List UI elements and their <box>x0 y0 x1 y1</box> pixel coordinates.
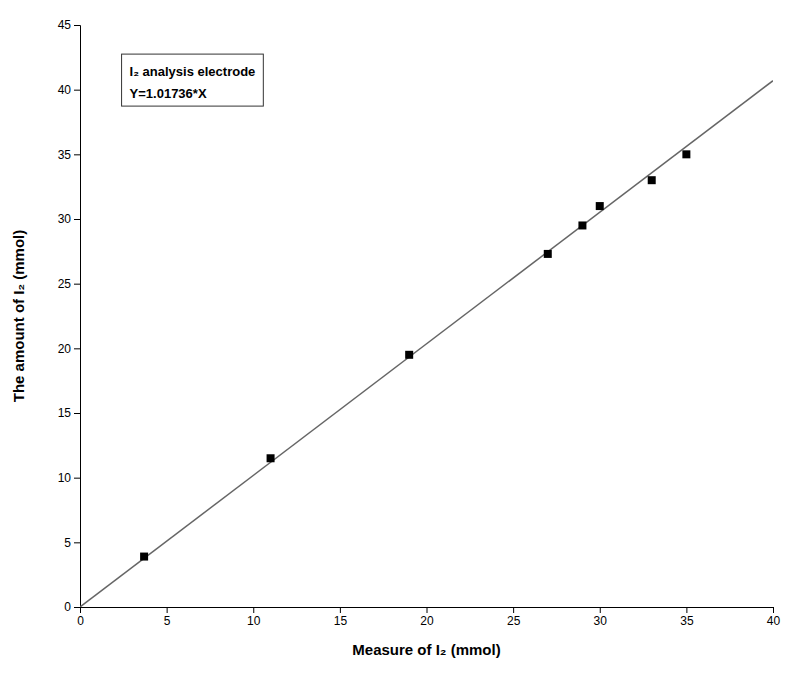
tick-mark <box>74 542 80 543</box>
tick-label: 5 <box>64 536 71 550</box>
tick-mark <box>74 478 80 479</box>
tick-mark <box>513 607 514 613</box>
tick-label: 20 <box>420 614 434 628</box>
point <box>682 150 690 158</box>
tick-label: 40 <box>767 614 781 628</box>
tick-mark <box>600 607 601 613</box>
tick: 25 <box>507 607 521 628</box>
tick: 5 <box>64 536 80 550</box>
tick-mark <box>74 607 80 608</box>
point <box>544 250 552 258</box>
tick: 0 <box>64 600 80 614</box>
y-axis-title: The amount of I₂ (mmol) <box>10 230 27 403</box>
tick-label: 30 <box>58 212 72 226</box>
point <box>405 351 413 359</box>
tick-mark <box>74 25 80 26</box>
axis-line <box>81 608 774 614</box>
tick: 45 <box>58 18 80 32</box>
y-axis: 0 5 10 15 20 25 30 35 40 45 <box>58 18 81 614</box>
tick: 40 <box>58 83 80 97</box>
tick-label: 25 <box>507 614 521 628</box>
tick-label: 15 <box>58 406 72 420</box>
point <box>648 176 656 184</box>
tick-label: 20 <box>58 342 72 356</box>
tick-mark <box>340 607 341 613</box>
chart: 0 5 10 15 20 25 30 35 40 0 5 10 15 20 25 30 35 40 45 I₂ ana… <box>0 0 803 677</box>
tick-label: 35 <box>680 614 694 628</box>
point <box>596 202 604 210</box>
tick: 35 <box>58 148 80 162</box>
tick-label: 5 <box>164 614 171 628</box>
tick: 30 <box>594 607 608 628</box>
tick-label: 45 <box>58 18 72 32</box>
point <box>267 454 275 462</box>
tick-mark <box>167 607 168 613</box>
marks <box>80 81 773 607</box>
tick: 40 <box>767 607 781 628</box>
annotation: I₂ analysis electrode Y=1.01736*X <box>122 54 264 106</box>
tick-label: 0 <box>64 600 71 614</box>
tick-mark <box>253 607 254 613</box>
tick-mark <box>74 348 80 349</box>
tick: 15 <box>334 607 348 628</box>
tick: 35 <box>680 607 694 628</box>
tick-label: 25 <box>58 277 72 291</box>
tick: 10 <box>58 471 80 485</box>
x-axis-title: Measure of I₂ (mmol) <box>352 641 500 658</box>
tick-mark <box>74 284 80 285</box>
tick: 5 <box>164 607 171 628</box>
tick-label: 10 <box>58 471 72 485</box>
tick-mark <box>74 90 80 91</box>
tick-mark <box>773 607 774 613</box>
fit-line <box>80 81 773 607</box>
tick-mark <box>74 154 80 155</box>
axis-line <box>74 26 81 608</box>
tick-label: 0 <box>77 614 84 628</box>
tick: 10 <box>247 607 261 628</box>
tick-label: 10 <box>247 614 261 628</box>
annotation-box <box>122 54 264 106</box>
x-axis: 0 5 10 15 20 25 30 35 40 <box>77 607 780 628</box>
tick: 15 <box>58 406 80 420</box>
tick: 25 <box>58 277 80 291</box>
tick-mark <box>74 413 80 414</box>
point <box>578 221 586 229</box>
plot: 0 5 10 15 20 25 30 35 40 0 5 10 15 20 25 30 35 40 45 I₂ ana… <box>58 18 781 627</box>
annotation-text: Y=1.01736*X <box>130 86 207 101</box>
tick-label: 15 <box>334 614 348 628</box>
tick-mark <box>686 607 687 613</box>
tick-mark <box>74 219 80 220</box>
point <box>140 553 148 561</box>
tick-label: 30 <box>594 614 608 628</box>
tick: 0 <box>77 607 84 628</box>
tick-label: 40 <box>58 83 72 97</box>
tick-label: 35 <box>58 148 72 162</box>
tick: 20 <box>420 607 434 628</box>
annotation-text: I₂ analysis electrode <box>130 64 256 79</box>
tick: 30 <box>58 212 80 226</box>
tick: 20 <box>58 342 80 356</box>
tick-mark <box>427 607 428 613</box>
